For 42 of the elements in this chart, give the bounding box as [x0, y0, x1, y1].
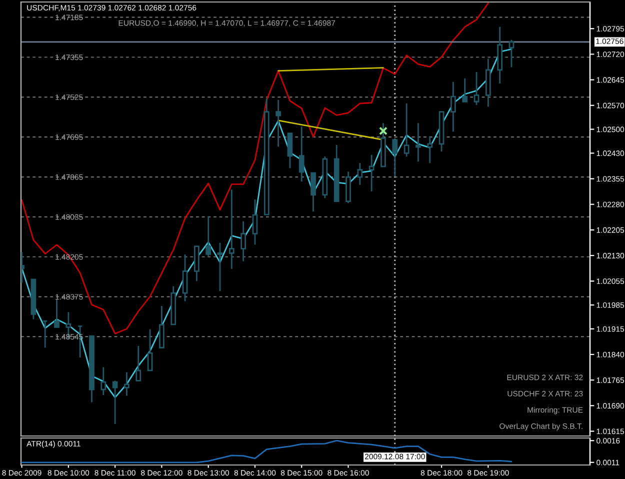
candlestick [252, 198, 258, 246]
candlestick [357, 162, 363, 186]
line-series [21, 2, 489, 334]
candlestick [159, 305, 164, 348]
candlestick [30, 278, 36, 320]
candlestick [170, 286, 176, 326]
candlestick [147, 328, 153, 372]
candlestick [368, 154, 374, 192]
candlestick [182, 254, 188, 302]
candlestick [194, 246, 200, 282]
candlestick [380, 122, 386, 168]
candlestick [136, 345, 142, 382]
candlestick [276, 99, 281, 148]
candlestick [416, 122, 421, 162]
candlestick [462, 78, 468, 102]
candlestick [322, 156, 328, 199]
candlestick [392, 139, 398, 178]
candlestick [228, 188, 234, 270]
candlestick [264, 98, 270, 216]
candlestick [450, 81, 456, 132]
candlestick [100, 366, 106, 396]
candlestick [497, 26, 503, 84]
candlestick [112, 380, 118, 425]
candlestick [89, 335, 94, 403]
candlestick [298, 126, 304, 182]
candlestick [346, 170, 351, 204]
candlestick [485, 58, 491, 108]
candlestick [287, 132, 293, 169]
candlestick [438, 111, 444, 152]
candlestick [124, 372, 130, 396]
candlestick [310, 172, 316, 212]
candlestick [240, 220, 246, 262]
candlestick [427, 135, 433, 164]
candlestick [217, 242, 223, 292]
candlestick [474, 71, 480, 106]
candlestick [508, 39, 514, 68]
candlestick [42, 320, 48, 348]
candlestick [206, 216, 212, 257]
candlestick [54, 298, 60, 328]
candlestick [404, 102, 410, 158]
candlestick [334, 144, 340, 202]
line-series [21, 440, 512, 464]
